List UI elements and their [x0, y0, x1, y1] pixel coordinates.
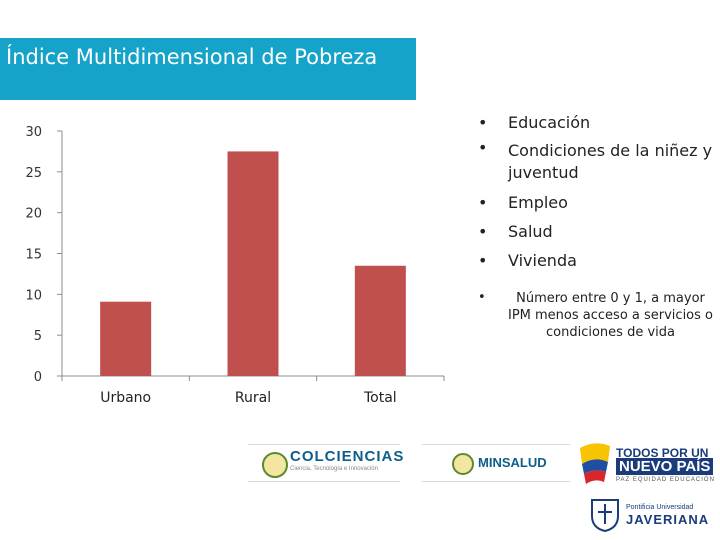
javeriana-crest-icon [591, 499, 619, 532]
y-tick-label: 0 [34, 370, 42, 385]
ipm-note-text: Número entre 0 y 1, a mayor IPM menos ac… [508, 291, 713, 340]
x-tick-label: Urbano [100, 390, 151, 406]
slide-title: Índice Multidimensional de Pobreza [6, 45, 378, 69]
y-tick-label: 10 [25, 288, 42, 303]
dimension-item: Empleo [478, 188, 718, 217]
todos-por-un-nuevo-pais-logo: TODOS POR UN NUEVO PAÍS PAZ EQUIDAD EDUC… [576, 440, 716, 488]
dimensions-list: Educación Condiciones de la niñez y juve… [478, 108, 718, 275]
y-tick-label: 15 [25, 248, 42, 263]
x-tick-label: Rural [235, 390, 271, 406]
colombia-flag-icon [580, 443, 610, 484]
colombia-seal-icon [262, 452, 288, 478]
dimension-item: Condiciones de la niñez y juventud [478, 137, 718, 188]
bar-urbano [100, 301, 152, 376]
title-banner: Índice Multidimensional de Pobreza [0, 38, 416, 100]
todos-line3: PAZ EQUIDAD EDUCACIÓN [616, 477, 715, 483]
bar-total [354, 265, 406, 376]
y-tick-label: 25 [25, 166, 42, 181]
colombia-seal-icon [452, 453, 474, 475]
dimension-item: Educación [478, 108, 718, 137]
bar-rural [227, 151, 279, 376]
x-tick-label: Total [363, 390, 397, 406]
javeriana-line2: JAVERIANA [626, 512, 710, 527]
y-tick-label: 20 [25, 207, 42, 222]
minsalud-logo: MINSALUD [422, 444, 570, 482]
minsalud-name: MINSALUD [478, 455, 547, 470]
bar-chart: 0 5 10 15 20 25 30 Urbano Rural Total [25, 125, 445, 406]
y-tick-label: 30 [25, 125, 42, 140]
todos-line2: NUEVO PAÍS [616, 458, 714, 475]
colciencias-tagline: Ciencia, Tecnología e Innovación [290, 466, 378, 472]
todos-line1: TODOS POR UN [616, 446, 709, 460]
y-tick-label: 5 [34, 329, 42, 344]
bullet-icon: • [478, 290, 486, 305]
javeriana-line1: Pontificia Universidad [626, 504, 694, 511]
javeriana-logo: Pontificia Universidad JAVERIANA [586, 492, 716, 536]
dimension-item: Vivienda [478, 246, 718, 275]
dimension-item: Salud [478, 217, 718, 246]
colciencias-name: COLCIENCIAS [290, 448, 405, 465]
colciencias-logo: COLCIENCIAS Ciencia, Tecnología e Innova… [248, 444, 403, 482]
